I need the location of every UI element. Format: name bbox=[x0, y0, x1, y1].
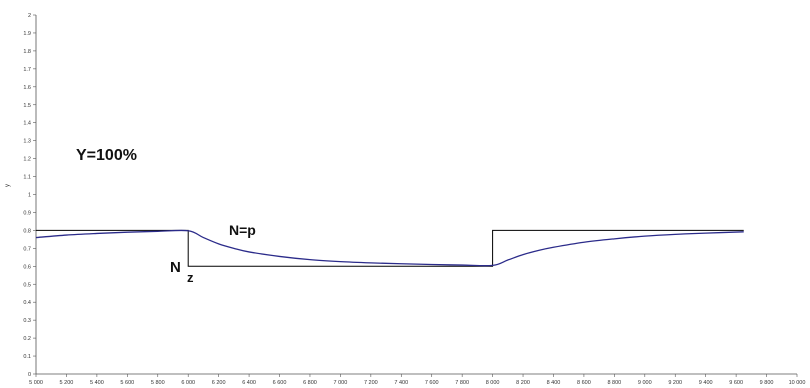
y-tick-label: 0.2 bbox=[23, 336, 31, 342]
x-tick-label: 8 200 bbox=[516, 380, 530, 386]
x-tick-label: 9 600 bbox=[729, 380, 743, 386]
x-tick-label: 5 200 bbox=[60, 380, 74, 386]
x-tick-label: 5 800 bbox=[151, 380, 165, 386]
x-tick-label: 7 600 bbox=[425, 380, 439, 386]
x-tick-label: 9 000 bbox=[638, 380, 652, 386]
y-tick-label: 0.6 bbox=[23, 264, 31, 270]
x-tick-label: 6 600 bbox=[273, 380, 287, 386]
y-tick-label: 0.3 bbox=[23, 318, 31, 324]
y-tick-label: 0.9 bbox=[23, 210, 31, 216]
x-tick-label: 5 600 bbox=[120, 380, 134, 386]
x-tick-label: 9 400 bbox=[699, 380, 713, 386]
x-tick-label: 9 200 bbox=[668, 380, 682, 386]
y-tick-label: 0.1 bbox=[23, 354, 31, 360]
x-tick-label: 6 200 bbox=[212, 380, 226, 386]
y-tick-label: 0 bbox=[28, 372, 31, 378]
step-label-subscript: z bbox=[187, 270, 194, 285]
x-tick-label: 7 200 bbox=[364, 380, 378, 386]
x-tick-label: 6 000 bbox=[181, 380, 195, 386]
y-tick-label: 1.5 bbox=[23, 103, 31, 109]
x-tick-label: 6 800 bbox=[303, 380, 317, 386]
y-tick-label: 1 bbox=[28, 193, 31, 199]
axes: 5 000 5 200 5 400 5 600 5 800 6 000 6 200 6 400… bbox=[5, 13, 805, 386]
x-tick-label: 5 000 bbox=[29, 380, 43, 386]
y-tick-label: 1.4 bbox=[23, 121, 31, 127]
x-tick-label: 6 400 bbox=[242, 380, 256, 386]
x-tick-label: 7 800 bbox=[455, 380, 469, 386]
annotations: Y=100% N=p N z bbox=[76, 147, 256, 285]
y-tick-label: 0.7 bbox=[23, 246, 31, 252]
x-tick-label: 10 000 bbox=[789, 380, 806, 386]
header-label: Y=100% bbox=[76, 147, 137, 164]
x-tick-label: 8 000 bbox=[486, 380, 500, 386]
y-tick-label: 1.9 bbox=[23, 31, 31, 37]
smooth-series-line bbox=[35, 229, 744, 267]
y-tick-label: 0.4 bbox=[23, 300, 31, 306]
step-label: N bbox=[170, 259, 181, 276]
x-tick-label: 7 000 bbox=[334, 380, 348, 386]
y-tick-label: 1.7 bbox=[23, 67, 31, 73]
y-tick-label: 1.3 bbox=[23, 139, 31, 145]
x-tick-label: 5 400 bbox=[90, 380, 104, 386]
series-lines bbox=[35, 229, 744, 267]
y-axis-label: y bbox=[5, 184, 11, 187]
y-tick-label: 1.6 bbox=[23, 85, 31, 91]
y-tick-label: 1.8 bbox=[23, 49, 31, 55]
x-tick-label: 7 400 bbox=[394, 380, 408, 386]
curve-label: N=p bbox=[229, 222, 256, 238]
y-tick-label: 1.2 bbox=[23, 157, 31, 163]
y-tick-label: 2 bbox=[28, 13, 31, 19]
x-tick-label: 8 400 bbox=[547, 380, 561, 386]
x-tick-label: 8 800 bbox=[607, 380, 621, 386]
x-tick-label: 9 800 bbox=[760, 380, 774, 386]
step-series-line bbox=[36, 229, 744, 267]
y-tick-label: 0.8 bbox=[23, 228, 31, 234]
y-tick-label: 1.1 bbox=[23, 175, 31, 181]
x-tick-label: 8 600 bbox=[577, 380, 591, 386]
y-tick-label: 0.5 bbox=[23, 282, 31, 288]
